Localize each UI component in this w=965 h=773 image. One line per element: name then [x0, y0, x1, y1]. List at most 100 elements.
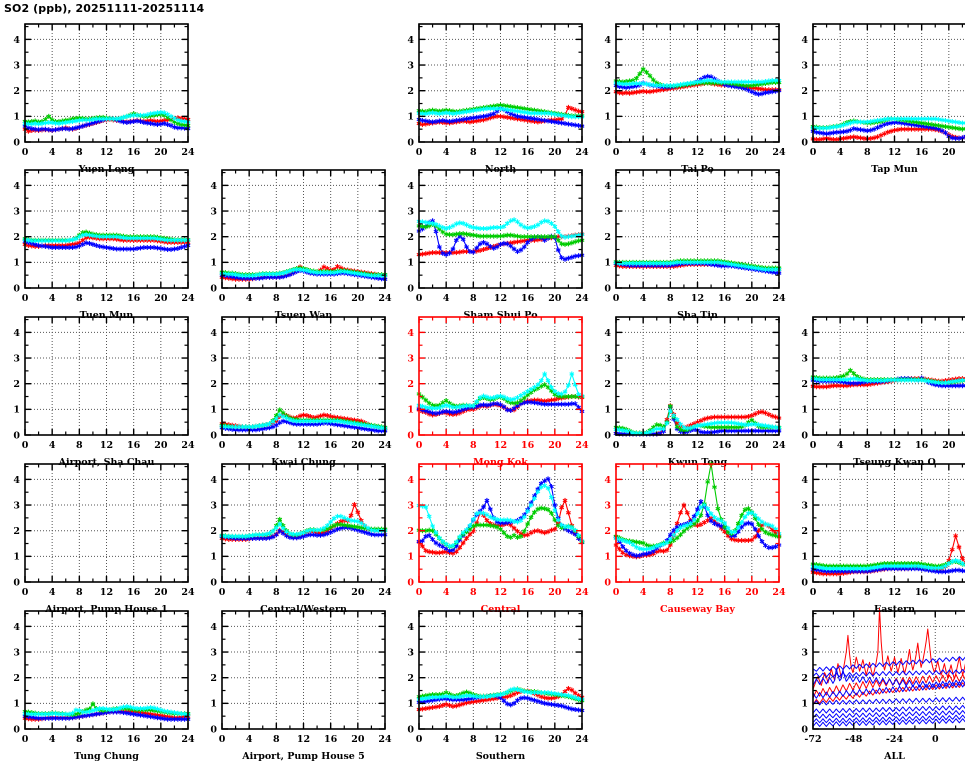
y-tick-label: 4 — [210, 328, 217, 339]
y-tick-label: 0 — [801, 137, 808, 148]
y-tick-label: 0 — [13, 137, 20, 148]
y-tick-label: 1 — [13, 258, 20, 269]
panel-blank — [197, 18, 410, 186]
y-tick-label: 2 — [604, 526, 611, 537]
x-tick-label: 0 — [810, 147, 817, 158]
x-tick-label: 4 — [443, 147, 450, 158]
y-tick-label: 4 — [604, 181, 611, 192]
x-tick-label: -72 — [804, 734, 821, 745]
x-tick-label: 20 — [745, 440, 759, 451]
x-tick-label: 12 — [100, 440, 113, 451]
x-tick-label: 16 — [915, 587, 929, 598]
y-tick-label: 4 — [13, 328, 20, 339]
y-tick-label: 2 — [407, 673, 414, 684]
y-tick-label: 1 — [210, 405, 217, 416]
panel-blank — [591, 605, 804, 773]
y-tick-label: 3 — [407, 647, 414, 658]
panel-label: ALL — [788, 751, 965, 762]
y-tick-label: 0 — [13, 577, 20, 588]
x-tick-label: 0 — [22, 147, 29, 158]
x-tick-label: 4 — [49, 587, 56, 598]
panel-all: -72-48-2402401234ALL — [788, 605, 965, 773]
x-tick-label: 20 — [351, 734, 365, 745]
x-tick-label: 4 — [640, 587, 647, 598]
x-tick-label: 0 — [219, 734, 226, 745]
x-tick-label: 8 — [76, 587, 83, 598]
y-tick-label: 4 — [604, 328, 611, 339]
y-tick-label: 2 — [13, 526, 20, 537]
x-tick-label: 20 — [548, 440, 562, 451]
x-tick-label: 8 — [76, 440, 83, 451]
y-tick-label: 3 — [210, 500, 217, 511]
x-tick-label: 12 — [888, 440, 901, 451]
x-tick-label: 12 — [888, 587, 901, 598]
x-tick-label: 20 — [548, 734, 562, 745]
x-tick-label: 4 — [640, 293, 647, 304]
x-tick-label: 20 — [942, 440, 956, 451]
x-tick-label: 24 — [181, 147, 195, 158]
x-tick-label: 8 — [667, 587, 674, 598]
y-tick-label: 3 — [210, 206, 217, 217]
x-tick-label: 16 — [324, 293, 338, 304]
x-tick-label: 0 — [219, 440, 226, 451]
x-tick-label: 24 — [575, 293, 589, 304]
y-tick-label: 0 — [801, 724, 808, 735]
y-tick-label: 3 — [407, 353, 414, 364]
x-tick-label: 4 — [246, 293, 253, 304]
x-tick-label: 24 — [575, 440, 589, 451]
x-tick-label: 16 — [915, 147, 929, 158]
y-tick-label: 4 — [801, 622, 808, 633]
y-tick-label: 1 — [801, 112, 808, 123]
y-tick-label: 4 — [407, 181, 414, 192]
y-tick-label: 2 — [407, 232, 414, 243]
x-tick-label: -48 — [845, 734, 863, 745]
y-tick-label: 2 — [210, 379, 217, 390]
y-tick-label: 1 — [801, 552, 808, 563]
y-tick-label: 1 — [13, 112, 20, 123]
y-tick-label: 3 — [13, 206, 20, 217]
x-tick-label: 20 — [745, 147, 759, 158]
x-tick-label: 4 — [443, 734, 450, 745]
x-tick-label: 20 — [154, 147, 168, 158]
x-tick-label: 12 — [691, 587, 704, 598]
x-tick-label: 16 — [521, 147, 535, 158]
y-tick-label: 2 — [407, 379, 414, 390]
y-tick-label: 0 — [604, 577, 611, 588]
x-tick-label: 12 — [691, 147, 704, 158]
x-tick-label: 8 — [273, 293, 280, 304]
x-tick-label: 12 — [494, 293, 507, 304]
x-tick-label: 16 — [127, 147, 141, 158]
x-tick-label: 0 — [613, 147, 620, 158]
x-tick-label: 0 — [416, 147, 423, 158]
y-tick-label: 1 — [210, 699, 217, 710]
x-tick-label: 0 — [613, 587, 620, 598]
x-tick-label: 8 — [667, 147, 674, 158]
y-tick-label: 4 — [210, 622, 217, 633]
y-tick-label: 0 — [801, 577, 808, 588]
x-tick-label: 8 — [667, 293, 674, 304]
x-tick-label: 4 — [443, 587, 450, 598]
y-tick-label: 1 — [13, 405, 20, 416]
y-tick-label: 0 — [604, 137, 611, 148]
x-tick-label: 24 — [772, 587, 786, 598]
x-tick-label: 20 — [942, 147, 956, 158]
panel-tap-mun: 0481216202401234Tap Mun — [788, 18, 965, 186]
panel-eastern: 0481216202401234Eastern — [788, 458, 965, 626]
y-tick-label: 2 — [210, 526, 217, 537]
y-tick-label: 3 — [604, 60, 611, 71]
x-tick-label: 8 — [470, 587, 477, 598]
y-tick-label: 1 — [407, 258, 414, 269]
y-tick-label: 1 — [604, 405, 611, 416]
